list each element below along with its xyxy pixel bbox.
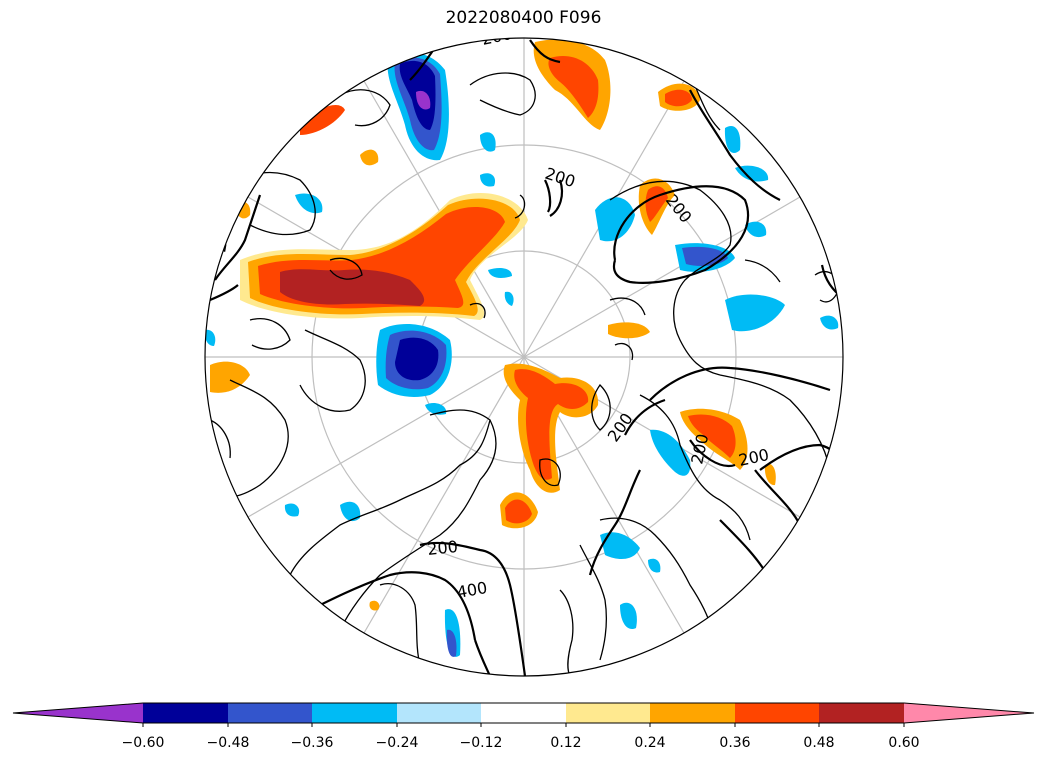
map-title: 2022080400 F096 bbox=[445, 8, 602, 28]
colorbar-extend-low bbox=[13, 703, 143, 723]
anomaly-patch bbox=[360, 149, 379, 166]
contour-label: 200 bbox=[426, 537, 458, 559]
anomaly-patch bbox=[548, 56, 599, 118]
anomaly-patch bbox=[820, 315, 839, 330]
anomaly-patch bbox=[425, 403, 447, 415]
anomaly-patch bbox=[745, 221, 767, 238]
height-contours bbox=[209, 39, 843, 676]
anomaly-patch bbox=[595, 197, 635, 242]
anomaly-patch bbox=[724, 126, 741, 154]
anomaly-patch bbox=[764, 463, 776, 486]
anomaly-patch bbox=[295, 193, 323, 214]
contour-label: 200 bbox=[480, 24, 514, 49]
anomaly-patch bbox=[648, 558, 661, 573]
colorbar-tick-label: −0.24 bbox=[376, 735, 419, 751]
anomaly-core bbox=[280, 269, 425, 306]
colorbar-bin bbox=[566, 703, 650, 723]
contour-label: 200 bbox=[604, 409, 637, 445]
anomaly-patch bbox=[725, 294, 785, 332]
anomaly-patch bbox=[369, 600, 380, 611]
anomaly-patch bbox=[284, 503, 300, 517]
anomaly-patch bbox=[210, 361, 250, 393]
colorbar-ticks bbox=[142, 723, 905, 727]
anomaly-patch bbox=[446, 629, 457, 657]
anomaly-patch bbox=[340, 501, 361, 522]
negative-anomaly-fills bbox=[205, 52, 839, 657]
anomaly-patch bbox=[650, 429, 691, 476]
anomaly-patch bbox=[395, 337, 439, 381]
anomaly-patch bbox=[600, 532, 640, 560]
anomaly-patch bbox=[504, 291, 514, 306]
anomaly-patch bbox=[480, 132, 496, 152]
colorbar-bin bbox=[481, 703, 566, 723]
colorbar-bin bbox=[819, 703, 904, 723]
colorbar-tick-label: −0.12 bbox=[460, 735, 503, 751]
contour-label: 200 bbox=[210, 220, 234, 253]
colorbar-bin bbox=[735, 703, 819, 723]
meridians bbox=[205, 38, 843, 676]
anomaly-patch bbox=[416, 90, 431, 110]
positive-anomaly-fills bbox=[210, 39, 776, 611]
map-content: 200 200 200 200 200 200 200 400 200 bbox=[205, 24, 843, 676]
colorbar-tick-label: −0.48 bbox=[207, 735, 250, 751]
colorbar-bin bbox=[397, 703, 481, 723]
colorbar-tick-label: −0.60 bbox=[122, 735, 165, 751]
colorbar-tick-label: 0.36 bbox=[719, 735, 750, 751]
colorbar-tick-label: 0.48 bbox=[803, 735, 834, 751]
anomaly-patch bbox=[488, 268, 512, 278]
coastlines bbox=[209, 55, 841, 676]
anomaly-patch bbox=[205, 329, 216, 346]
colorbar-tick-label: 0.60 bbox=[888, 735, 919, 751]
colorbar-tick-label: 0.24 bbox=[634, 735, 665, 751]
colorbar-bin bbox=[312, 703, 397, 723]
anomaly-patch bbox=[480, 173, 496, 187]
anomaly-patch bbox=[608, 322, 650, 339]
anomaly-patch bbox=[682, 246, 728, 266]
map-boundary bbox=[204, 37, 844, 677]
anomaly-patch bbox=[505, 499, 532, 524]
anomaly-patch bbox=[620, 602, 637, 630]
colorbar-bin bbox=[143, 703, 228, 723]
colorbar: −0.60 −0.48 −0.36 −0.24 −0.12 0.12 0.24 … bbox=[12, 702, 1035, 751]
colorbar-bin bbox=[228, 703, 312, 723]
colorbar-tick-label: 0.12 bbox=[550, 735, 581, 751]
colorbar-extend-high bbox=[904, 703, 1034, 723]
contour-label: 400 bbox=[455, 578, 488, 602]
colorbar-tick-label: −0.36 bbox=[291, 735, 334, 751]
anomaly-patch bbox=[300, 105, 345, 135]
anomaly-patch bbox=[514, 369, 589, 480]
colorbar-tick-labels: −0.60 −0.48 −0.36 −0.24 −0.12 0.12 0.24 … bbox=[122, 735, 920, 751]
anomaly-patch bbox=[688, 414, 736, 458]
anomaly-patch bbox=[665, 89, 692, 107]
colorbar-bin bbox=[650, 703, 735, 723]
